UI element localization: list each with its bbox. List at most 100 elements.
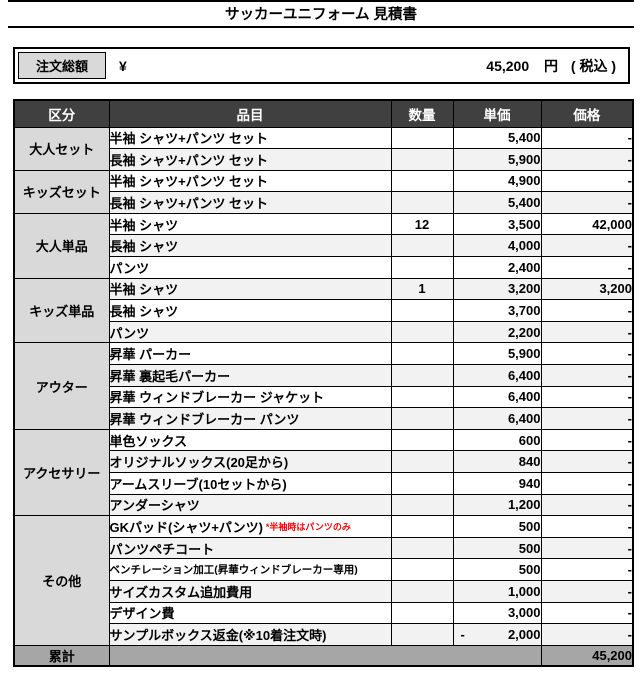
unit-price-cell: 3,200 xyxy=(452,277,542,301)
table-row: アクセサリー 単色ソックス 600- xyxy=(13,428,634,517)
item-label: GKパッド(シャツ+パンツ) xyxy=(109,519,263,535)
price-cell: - xyxy=(540,472,634,495)
table-row: オリジナルソックス(20足から) 840- xyxy=(14,450,634,473)
qty-cell xyxy=(390,407,454,430)
item-label: 長袖 シャツ+パンツ セット xyxy=(109,152,268,168)
qty-cell xyxy=(390,169,454,193)
unit-price-cell: 600 xyxy=(452,428,542,452)
category-cell: 大人セット xyxy=(13,126,110,171)
table-row: 長袖 シャツ+パンツ セット 5,900- xyxy=(14,148,634,171)
unit-price-cell: 5,900 xyxy=(452,148,542,171)
unit-price-cell: 5,400 xyxy=(452,191,542,214)
item-label: アームスリーブ(10セットから) xyxy=(109,476,287,492)
unit-price-cell: 4,000 xyxy=(452,234,542,258)
qty-cell xyxy=(390,623,454,646)
item-cell: 長袖 シャツ+パンツ セット xyxy=(108,191,392,214)
qty-cell xyxy=(390,493,454,517)
item-label: パンツ xyxy=(109,325,150,341)
title-divider xyxy=(8,26,634,28)
item-cell: 昇華 ウィンドブレーカー ジャケット xyxy=(108,385,392,409)
unit-price-value: 2,000 xyxy=(507,626,541,642)
item-label: サンプルボックス返金(※10着注文時) xyxy=(109,627,327,643)
unit-price-cell: 500 xyxy=(452,536,542,560)
table-row: アームスリーブ(10セットから) 940- xyxy=(14,472,634,495)
item-label: 昇華 ウィンドブレーカー ジャケット xyxy=(109,390,325,406)
header-category: 区分 xyxy=(13,99,110,128)
unit-price-cell: 4,900 xyxy=(452,169,542,193)
qty-cell xyxy=(390,558,454,581)
unit-price-cell: 940 xyxy=(452,472,542,495)
item-cell: 単色ソックス xyxy=(108,428,392,452)
quote-table-body: 大人セット 半袖 シャツ+パンツ セット 5,400- 長袖 シャツ+パンツ セット 5… xyxy=(13,126,634,646)
item-cell: 長袖 シャツ xyxy=(108,234,392,258)
price-cell: - xyxy=(540,126,634,150)
order-total-value: 45,200 円 ( 税込 ) xyxy=(486,56,616,76)
currency-symbol: ¥ xyxy=(119,57,127,74)
header-unit-price: 単価 xyxy=(452,99,542,128)
order-total-content: ¥ 45,200 円 ( 税込 ) xyxy=(106,52,625,79)
unit-price-cell: 2,400 xyxy=(452,256,542,279)
order-total-label: 注文総額 xyxy=(18,52,106,79)
item-note: *半袖時はパンツのみ xyxy=(265,521,351,532)
price-cell: - xyxy=(540,536,634,560)
header-price: 価格 xyxy=(540,99,634,128)
item-label: 単色ソックス xyxy=(109,433,188,449)
price-cell: - xyxy=(540,407,634,430)
price-cell: - xyxy=(540,493,634,517)
qty-cell xyxy=(390,450,454,473)
item-cell: 昇華 ウィンドブレーカー パンツ xyxy=(108,407,392,430)
unit-price-cell: 6,400 xyxy=(452,385,542,409)
qty-cell xyxy=(390,148,454,171)
unit-price-cell: 5,900 xyxy=(452,342,542,366)
item-cell: パンツペチコート xyxy=(108,536,392,560)
price-cell: - xyxy=(540,450,634,473)
table-row: デザイン費 3,000- xyxy=(14,601,634,625)
price-cell: - xyxy=(540,191,634,214)
qty-cell xyxy=(390,299,454,322)
item-cell: 半袖 シャツ xyxy=(108,277,392,301)
qty-cell xyxy=(390,234,454,258)
qty-cell xyxy=(390,515,454,538)
item-cell: アームスリーブ(10セットから) xyxy=(108,472,392,495)
total-label: 累計 xyxy=(13,644,110,667)
item-cell: 半袖 シャツ+パンツ セット xyxy=(108,169,392,193)
price-cell: - xyxy=(540,364,634,387)
qty-cell xyxy=(390,385,454,409)
item-label: アンダーシャツ xyxy=(109,498,200,514)
category-cell: アウター xyxy=(13,342,110,430)
order-total-tax-note: ( 税込 ) xyxy=(570,57,616,74)
table-row: キッズセット 半袖 シャツ+パンツ セット 4,900- xyxy=(13,169,634,214)
item-cell: 長袖 シャツ xyxy=(108,299,392,322)
qty-cell xyxy=(390,428,454,452)
unit-price-cell: - 2,000 xyxy=(452,623,542,646)
table-row: その他 GKパッド(シャツ+パンツ) *半袖時はパンツのみ 500- xyxy=(13,515,634,646)
qty-cell xyxy=(390,126,454,150)
table-row: パンツペチコート 500- xyxy=(14,536,634,560)
top-divider xyxy=(8,0,634,2)
qty-cell xyxy=(390,579,454,603)
table-row: 昇華 ウィンドブレーカー パンツ 6,400- xyxy=(14,407,634,430)
item-label: 長袖 シャツ+パンツ セット xyxy=(109,196,268,212)
item-label: デザイン費 xyxy=(109,606,175,622)
unit-price-cell: 500 xyxy=(452,515,542,538)
item-label: ベンチレーション加工(昇華ウィンドブレーカー専用) xyxy=(109,564,358,577)
unit-price-cell: 5,400 xyxy=(452,126,542,150)
table-row: サンプルボックス返金(※10着注文時) -2,000- xyxy=(14,623,634,646)
category-cell: キッズセット xyxy=(13,169,110,214)
quote-table-header: 区分 品目 数量 単価 価格 xyxy=(13,99,634,128)
item-cell: アンダーシャツ xyxy=(108,493,392,517)
price-cell: - xyxy=(540,515,634,538)
category-cell: アクセサリー xyxy=(13,428,110,517)
item-label: 半袖 シャツ xyxy=(109,217,179,233)
total-row: 累計 45,200 xyxy=(13,644,634,667)
item-cell: GKパッド(シャツ+パンツ) *半袖時はパンツのみ xyxy=(108,515,392,538)
unit-price-cell: 840 xyxy=(452,450,542,473)
table-row: パンツ 2,200- xyxy=(14,320,634,344)
category-cell: 大人単品 xyxy=(13,212,110,279)
page-title: サッカーユニフォーム 見積書 xyxy=(224,7,418,23)
qty-cell xyxy=(390,256,454,279)
item-label: 昇華 裏起毛パーカー xyxy=(109,368,231,384)
price-cell: - xyxy=(540,428,634,452)
qty-cell xyxy=(390,364,454,387)
table-row: パンツ 2,400- xyxy=(14,256,634,279)
